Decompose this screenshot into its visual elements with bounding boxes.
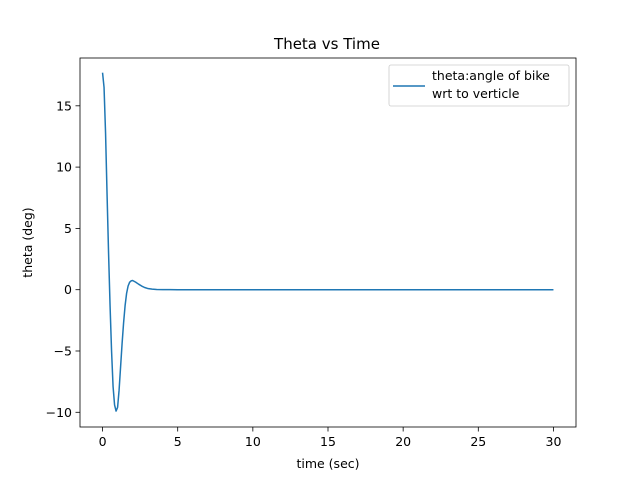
chart-title: Theta vs Time (273, 35, 380, 53)
x-tick-label: 25 (470, 434, 486, 449)
y-axis-ticks: −10 −5 0 5 10 15 (46, 98, 80, 420)
x-tick-label: 15 (320, 434, 336, 449)
legend-label-line-1: theta:angle of bike (432, 68, 550, 83)
y-tick-label: −10 (46, 405, 72, 420)
x-tick-label: 20 (395, 434, 411, 449)
y-tick-label: 5 (64, 221, 72, 236)
y-tick-label: −5 (54, 343, 72, 358)
x-axis-ticks: 0 5 10 15 20 25 30 (99, 427, 562, 449)
legend-box (388, 64, 570, 107)
y-axis-label: theta (deg) (20, 207, 35, 277)
x-tick-label: 10 (245, 434, 261, 449)
y-tick-label: 15 (56, 98, 72, 113)
plot-area-frame (79, 57, 577, 428)
y-tick-label: 10 (56, 160, 72, 175)
y-tick-label: 0 (64, 282, 72, 297)
legend-label-line-2: wrt to verticle (432, 86, 520, 101)
x-tick-label: 5 (174, 434, 182, 449)
x-tick-label: 30 (546, 434, 562, 449)
x-axis-label: time (sec) (296, 456, 359, 471)
legend: theta:angle of bike wrt to verticle (388, 64, 570, 107)
x-tick-label: 0 (99, 434, 107, 449)
theta-series-line (101, 72, 554, 412)
